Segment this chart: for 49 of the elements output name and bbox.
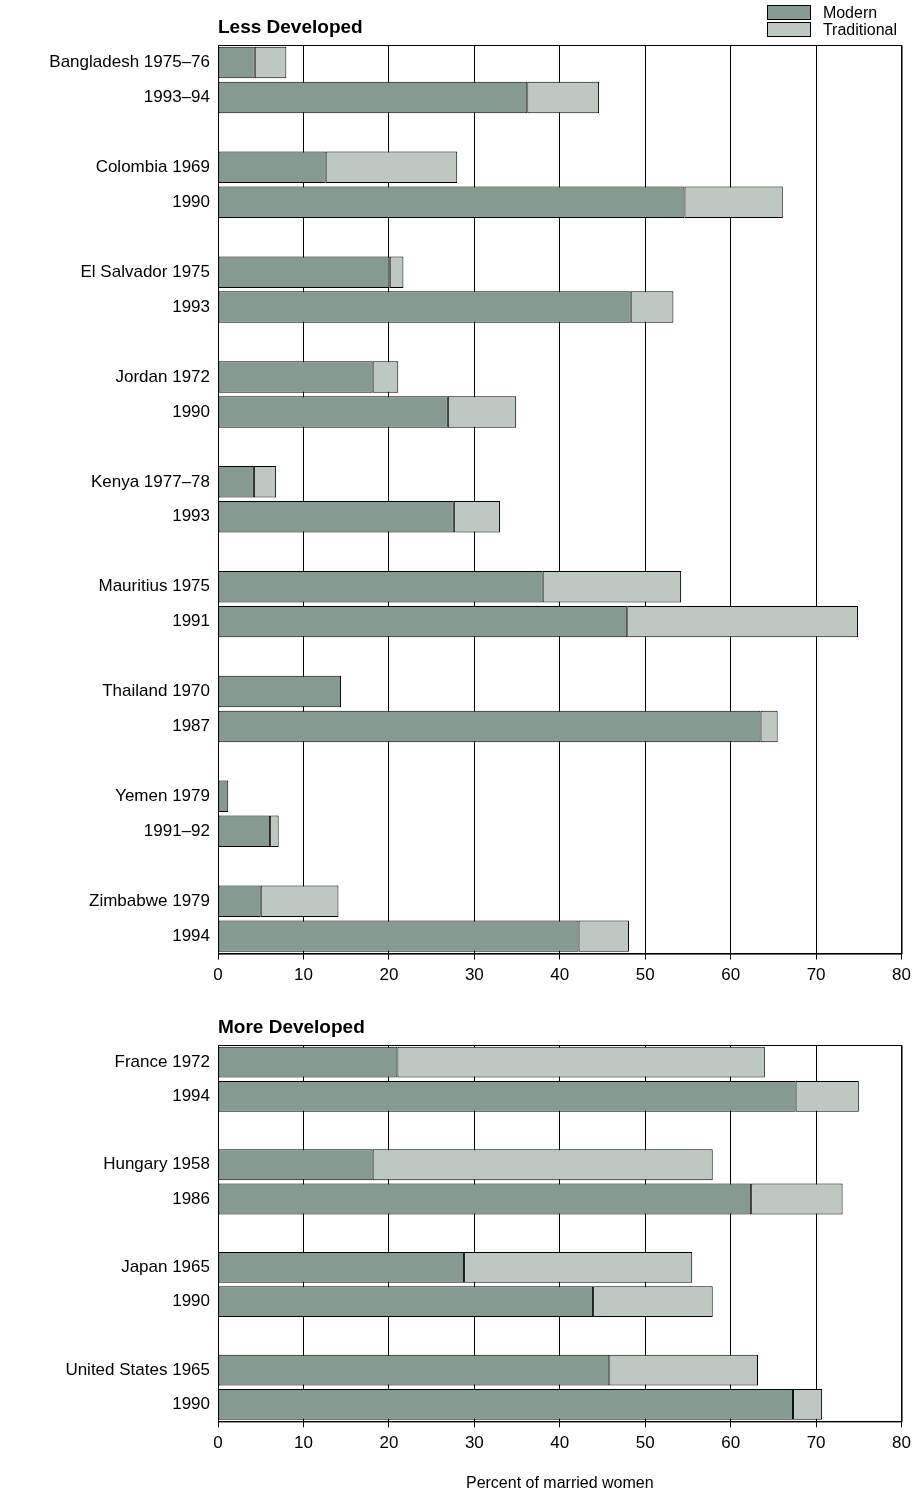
y-tick-label: 1994 <box>172 1086 210 1106</box>
y-tick-label: 1994 <box>172 925 210 945</box>
y-tick-label: 1986 <box>172 1188 210 1208</box>
y-tick-label: Hungary 1958 <box>103 1154 210 1174</box>
y-tick-label: 1991 <box>172 611 210 631</box>
x-tick-label: 80 <box>892 965 912 985</box>
y-tick-label: 1993 <box>172 296 210 316</box>
x-tick-label: 40 <box>550 965 570 985</box>
y-tick-label: Kenya 1977–78 <box>90 471 210 491</box>
y-tick-label: 1987 <box>172 716 210 736</box>
x-tick-label: 80 <box>892 1433 912 1453</box>
x-axis-title: Percent of married women <box>465 1473 654 1491</box>
y-tick-label: Jordan 1972 <box>115 366 210 386</box>
x-tick-label: 60 <box>721 1433 741 1453</box>
legend-label: Traditional <box>822 21 897 38</box>
y-tick-label: Bangladesh 1975–76 <box>49 52 210 72</box>
y-tick-label: 1993–94 <box>143 87 210 107</box>
x-tick-label: 30 <box>464 965 484 985</box>
y-tick-label: Zimbabwe 1979 <box>89 890 210 910</box>
x-tick-label: 10 <box>293 965 313 985</box>
x-tick-label: 70 <box>806 965 826 985</box>
y-tick-label: 1990 <box>172 401 210 421</box>
x-tick-label: 60 <box>721 965 741 985</box>
y-tick-label: 1990 <box>172 1291 210 1311</box>
chart-title: More Developed <box>218 1016 365 1037</box>
legend-label: Modern <box>822 4 878 21</box>
y-tick-label: 1991–92 <box>143 820 210 840</box>
x-tick-label: 20 <box>379 965 399 985</box>
x-tick-label: 30 <box>464 1433 484 1453</box>
x-tick-label: 0 <box>213 1433 223 1453</box>
y-tick-label: 1990 <box>172 1393 210 1413</box>
y-tick-label: Colombia 1969 <box>95 157 210 176</box>
y-tick-label: Thailand 1970 <box>102 681 210 701</box>
y-tick-label: Japan 1965 <box>121 1257 210 1277</box>
x-tick-label: 50 <box>635 1433 655 1453</box>
x-tick-label: 70 <box>806 1433 826 1453</box>
x-tick-label: 40 <box>550 1433 570 1453</box>
x-tick-label: 10 <box>293 1433 313 1453</box>
x-tick-label: 0 <box>213 965 223 985</box>
y-tick-label: United States 1965 <box>65 1359 210 1379</box>
y-tick-label: Mauritius 1975 <box>98 576 210 596</box>
x-tick-label: 50 <box>635 965 655 985</box>
y-tick-label: El Salvador 1975 <box>80 261 210 281</box>
x-tick-label: 20 <box>379 1433 399 1453</box>
y-tick-label: France 1972 <box>114 1051 210 1071</box>
y-tick-label: 1993 <box>172 506 210 526</box>
chart-title: Less Developed <box>218 16 363 37</box>
y-tick-label: Yemen 1979 <box>115 786 210 806</box>
y-tick-label: 1990 <box>172 191 210 211</box>
